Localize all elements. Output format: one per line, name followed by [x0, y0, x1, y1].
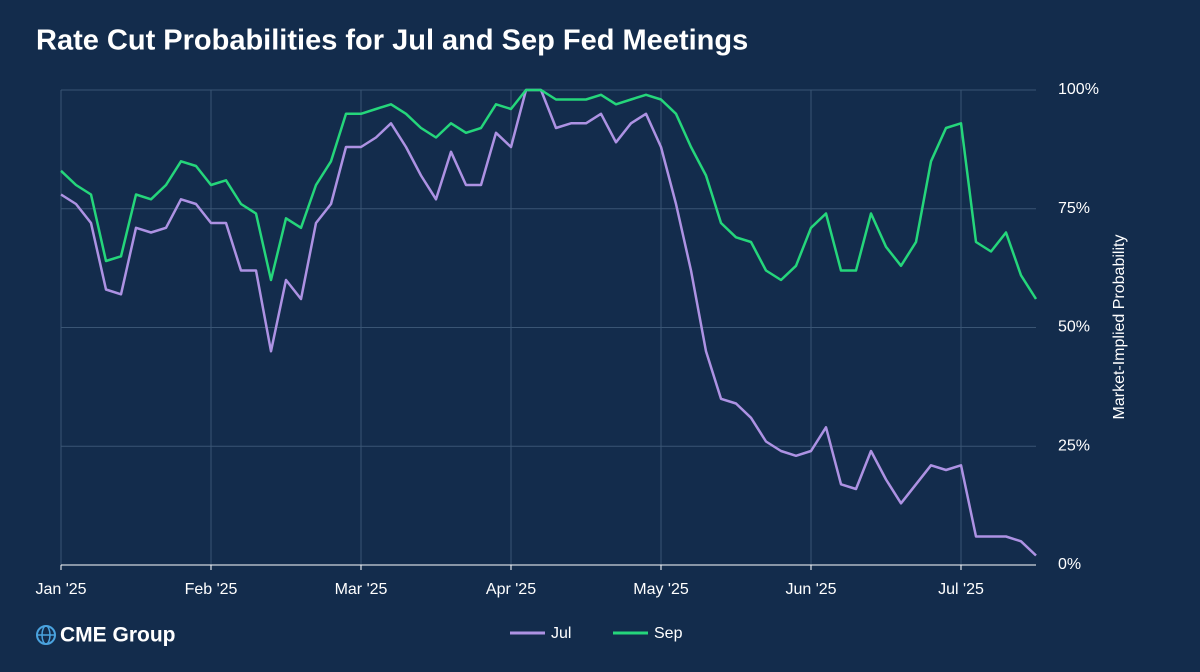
- y-tick-label: 100%: [1058, 81, 1099, 98]
- y-axis-label: Market-Implied Probability: [1111, 235, 1128, 420]
- y-tick-label: 0%: [1058, 556, 1081, 573]
- logo-text: CME Group: [60, 624, 176, 647]
- series-line: [60, 88, 1038, 300]
- y-tick-label: 25%: [1058, 437, 1090, 454]
- x-tick-label: Jul '25: [938, 581, 984, 598]
- legend-label: Sep: [654, 625, 683, 642]
- x-tick-label: Feb '25: [185, 581, 238, 598]
- logo-icon: [36, 625, 56, 645]
- chart-title: Rate Cut Probabilities for Jul and Sep F…: [36, 25, 748, 57]
- y-tick-label: 50%: [1058, 319, 1090, 336]
- x-tick-label: Jun '25: [785, 581, 836, 598]
- x-tick-label: Mar '25: [335, 581, 388, 598]
- x-tick-label: Jan '25: [35, 581, 86, 598]
- series-line: [60, 88, 1037, 557]
- x-tick-label: May '25: [633, 581, 689, 598]
- y-tick-label: 75%: [1058, 200, 1090, 217]
- x-tick-label: Apr '25: [486, 581, 536, 598]
- legend-label: Jul: [551, 625, 571, 642]
